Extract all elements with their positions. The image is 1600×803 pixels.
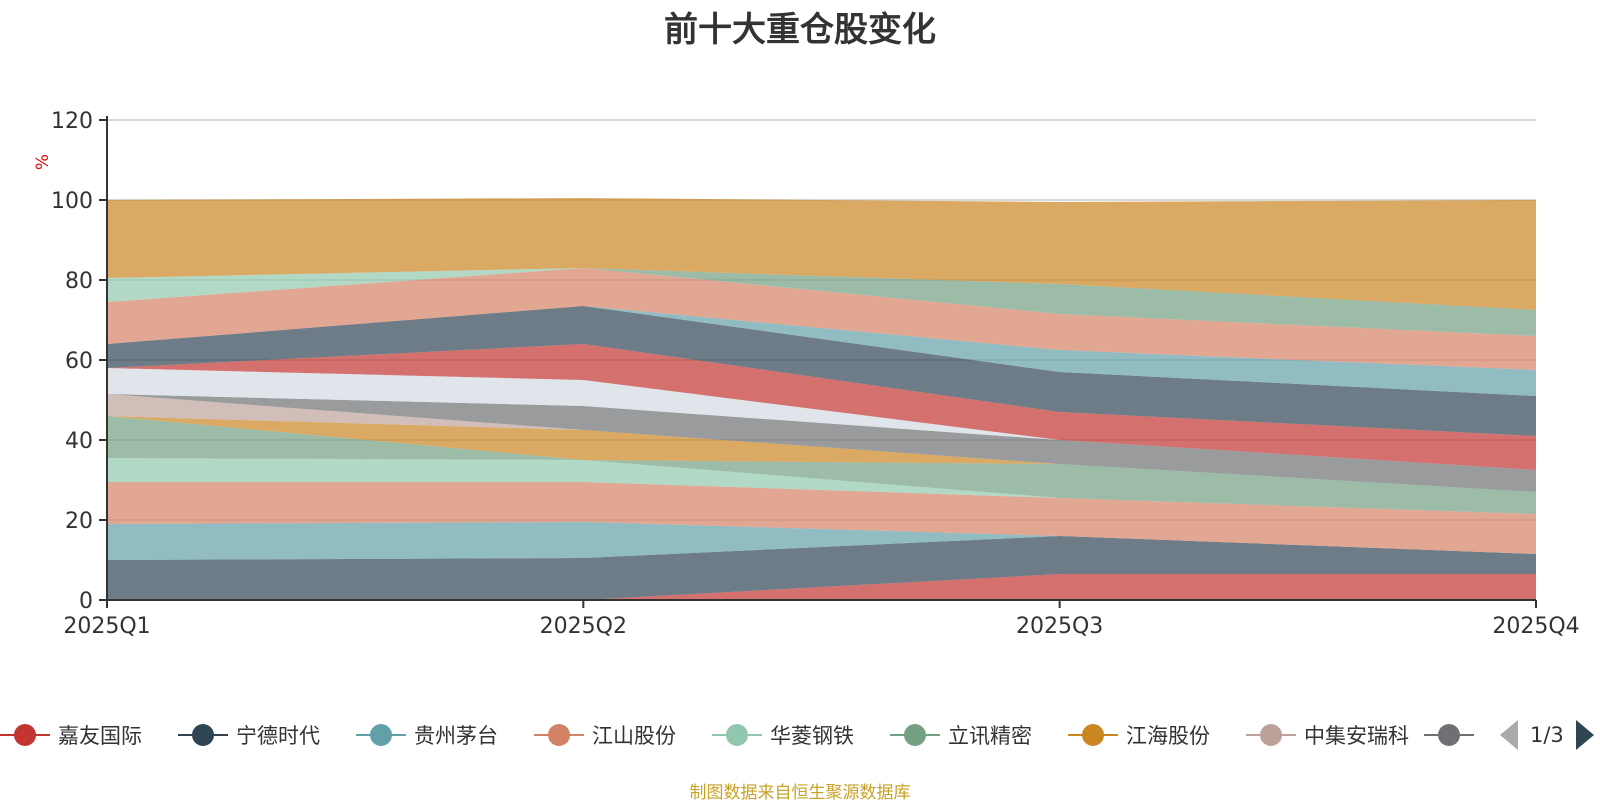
area-series-4: [107, 458, 1536, 514]
legend-item[interactable]: 嘉友国际: [0, 718, 142, 752]
circle-marker-icon: [890, 718, 940, 752]
x-tick-label: 2025Q1: [63, 614, 150, 639]
area-series-8: [107, 394, 1536, 492]
circle-marker-icon: [178, 718, 228, 752]
y-tick-label: 40: [65, 429, 93, 454]
legend-item[interactable]: 立讯精密: [890, 718, 1032, 752]
area-series-13: [107, 306, 1536, 396]
area-series: [107, 198, 1536, 600]
legend-item[interactable]: 贵州茅台: [356, 718, 498, 752]
legend-pager: 1/3: [1500, 718, 1594, 752]
legend-label: 江海股份: [1126, 724, 1210, 748]
area-series-12: [107, 306, 1536, 436]
legend-label: 江山股份: [592, 724, 676, 748]
pager-text: 1/3: [1530, 723, 1564, 747]
area-series-0: [107, 574, 1536, 600]
y-tick-label: 60: [65, 349, 93, 374]
area-series-1: [107, 536, 1536, 600]
circle-marker-icon: [1246, 718, 1296, 752]
circle-marker-icon: [356, 718, 406, 752]
y-tick-label: 100: [51, 189, 93, 214]
area-series-5: [107, 416, 1536, 514]
axes: [99, 116, 1537, 608]
area-series-2: [107, 522, 1536, 560]
area-series-16: [107, 268, 1536, 336]
legend-label: 中集安瑞科: [1304, 724, 1409, 748]
legend-label: 立讯精密: [948, 724, 1032, 748]
pager-prev-icon[interactable]: [1500, 720, 1518, 750]
circle-marker-icon: [1068, 718, 1118, 752]
legend-item[interactable]: 华菱钢铁: [712, 718, 854, 752]
x-tick-label: 2025Q4: [1492, 614, 1579, 639]
source-note: 制图数据来自恒生聚源数据库: [689, 783, 911, 803]
circle-marker-icon: [0, 718, 50, 752]
x-tick-label: 2025Q2: [540, 614, 627, 639]
circle-marker-icon: [712, 718, 762, 752]
chart-title: 前十大重仓股变化: [664, 10, 936, 50]
legend-label: 宁德时代: [236, 724, 320, 748]
legend-label: 华菱钢铁: [770, 724, 854, 748]
legend-item[interactable]: [1424, 718, 1482, 752]
legend-item[interactable]: 江山股份: [534, 718, 676, 752]
y-tick-label: 20: [65, 509, 93, 534]
legend-label: 贵州茅台: [414, 724, 498, 748]
circle-marker-icon: [534, 718, 584, 752]
circle-marker-icon: [1424, 718, 1474, 752]
area-series-14: [107, 268, 1536, 370]
y-tick-label: 80: [65, 269, 93, 294]
area-series-6: [107, 416, 1536, 492]
area-series-17: [107, 198, 1536, 310]
y-tick-label: 0: [79, 589, 93, 614]
area-series-11: [107, 344, 1536, 470]
area-series-10: [107, 368, 1536, 470]
x-tick-label: 2025Q3: [1016, 614, 1103, 639]
area-series-3: [107, 482, 1536, 554]
tick-labels: 0 20 40 60 80 100 120 2025Q1 2025Q2 2025Q3 2025Q4: [51, 109, 1580, 639]
y-tick-label: 120: [51, 109, 93, 134]
legend: 嘉友国际 宁德时代 贵州茅台 江山股份 华菱钢铁 立讯精密 江海股份 中集安瑞科: [0, 718, 1600, 752]
legend-item[interactable]: 中集安瑞科: [1246, 718, 1409, 752]
legend-label: 嘉友国际: [58, 724, 142, 748]
legend-item[interactable]: 宁德时代: [178, 718, 320, 752]
y-axis-unit-label: %: [33, 154, 53, 170]
pager-next-icon[interactable]: [1575, 720, 1594, 750]
legend-item[interactable]: 江海股份: [1068, 718, 1210, 752]
